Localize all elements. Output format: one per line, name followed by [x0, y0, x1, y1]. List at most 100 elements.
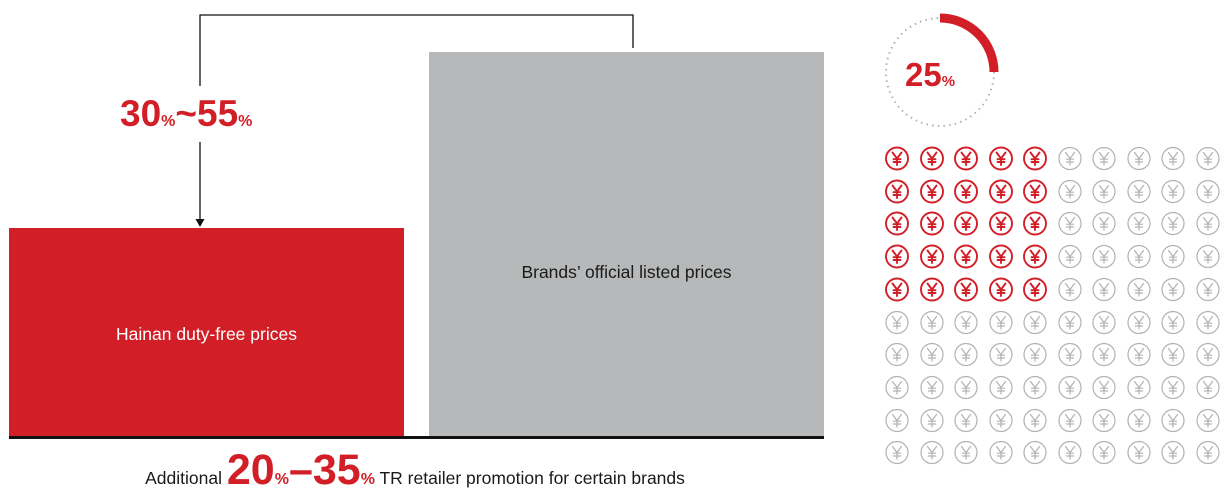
yen-coin-icon [915, 273, 949, 306]
yen-coin-icon [1018, 175, 1052, 208]
yen-coin-icon [1156, 175, 1190, 208]
duty-free-price-bar: Hainan duty-free prices [9, 228, 404, 438]
yen-coin-icon [1191, 404, 1225, 437]
yen-coin-icon [1053, 338, 1087, 371]
yen-coin-icon [949, 371, 983, 404]
yen-coin-icon [880, 404, 914, 437]
yen-coin-icon [984, 273, 1018, 306]
yen-coin-icon [1087, 404, 1121, 437]
yen-coin-icon [949, 273, 983, 306]
yen-coin-icon [1122, 306, 1156, 339]
yen-coin-icon [984, 371, 1018, 404]
discount-high: 55 [197, 93, 239, 134]
promotion-high: 35 [312, 446, 361, 494]
yen-coin-icon [1087, 273, 1121, 306]
yen-coin-icon [1156, 436, 1190, 469]
yen-coin-icon [1156, 306, 1190, 339]
yen-coin-icon [1191, 436, 1225, 469]
yen-coin-icon [1122, 338, 1156, 371]
yen-coin-icon [1191, 306, 1225, 339]
promotion-low-unit: % [274, 471, 289, 488]
yen-coin-icon [949, 306, 983, 339]
yen-coin-icon [1053, 404, 1087, 437]
discount-separator: ~ [175, 93, 197, 134]
yen-coin-icon [915, 240, 949, 273]
discount-low: 30 [120, 93, 162, 134]
yen-coin-icon [1018, 273, 1052, 306]
discount-low-unit: % [161, 113, 176, 130]
yen-coin-icon [1018, 207, 1052, 240]
baseline-axis [9, 436, 824, 439]
yen-coin-icon [915, 207, 949, 240]
promotion-suffix: TR retailer promotion for certain brands [379, 468, 685, 488]
donut-share-arc [939, 13, 999, 73]
yen-coin-icon [984, 404, 1018, 437]
yen-coin-icon [880, 338, 914, 371]
yen-coin-icon [984, 338, 1018, 371]
discount-high-unit: % [238, 113, 253, 130]
yen-coin-icon [1191, 240, 1225, 273]
yen-coin-icon [1018, 404, 1052, 437]
yen-coin-icon [880, 240, 914, 273]
yen-coin-icon [880, 142, 914, 175]
discount-range-label: 30%~55% [120, 92, 252, 144]
yen-coin-icon [949, 207, 983, 240]
yen-coin-icon [949, 240, 983, 273]
yen-coin-icon [1053, 306, 1087, 339]
yen-coin-icon [984, 175, 1018, 208]
yen-coin-icon [880, 436, 914, 469]
yen-coin-icon [915, 404, 949, 437]
yen-coin-icon [880, 371, 914, 404]
share-unit: % [941, 73, 956, 90]
duty-free-price-label: Hainan duty-free prices [116, 324, 297, 344]
yen-coin-icon [1053, 240, 1087, 273]
yen-coin-icon [1087, 338, 1121, 371]
yen-coin-icon [1191, 273, 1225, 306]
yen-coin-icon [1156, 142, 1190, 175]
yen-coin-icon [1122, 240, 1156, 273]
yen-coin-icon [1122, 273, 1156, 306]
yen-coin-icon [949, 175, 983, 208]
yen-coin-icon [880, 175, 914, 208]
yen-coin-icon [1191, 142, 1225, 175]
yen-icon-grid [880, 142, 1225, 472]
share-donut [885, 13, 999, 127]
yen-coin-icon [1018, 142, 1052, 175]
yen-coin-icon [1156, 404, 1190, 437]
share-value: 25% [905, 57, 975, 100]
yen-coin-icon [1122, 142, 1156, 175]
yen-coin-icon [1053, 436, 1087, 469]
yen-coin-icon [1018, 436, 1052, 469]
yen-coin-icon [1122, 207, 1156, 240]
yen-coin-icon [984, 142, 1018, 175]
yen-coin-icon [1156, 240, 1190, 273]
yen-coin-icon [915, 142, 949, 175]
yen-coin-icon [880, 273, 914, 306]
yen-coin-icon [1156, 371, 1190, 404]
yen-coin-icon [1191, 371, 1225, 404]
yen-coin-icon [1087, 306, 1121, 339]
yen-coin-icon [1018, 240, 1052, 273]
yen-coin-icon [915, 175, 949, 208]
yen-coin-icon [1053, 142, 1087, 175]
yen-coin-icon [984, 436, 1018, 469]
yen-coin-icon [1191, 207, 1225, 240]
promotion-prefix: Additional [145, 468, 222, 488]
yen-coin-icon [1087, 436, 1121, 469]
yen-coin-icon [1122, 371, 1156, 404]
yen-coin-icon [949, 142, 983, 175]
yen-coin-icon [1087, 207, 1121, 240]
official-price-bar: Brands’ official listed prices [429, 52, 824, 438]
promotion-low: 20 [226, 446, 275, 494]
promotion-separator: – [288, 446, 313, 494]
yen-coin-icon [1053, 175, 1087, 208]
yen-coin-icon [984, 240, 1018, 273]
yen-coin-icon [1018, 371, 1052, 404]
yen-coin-icon [984, 306, 1018, 339]
connector-arrow [195, 14, 634, 227]
yen-coin-icon [1191, 175, 1225, 208]
yen-coin-icon [949, 436, 983, 469]
promotion-caption: Additional 20%–35% TR retailer promotion… [0, 446, 830, 495]
yen-coin-icon [1018, 338, 1052, 371]
yen-coin-icon [1122, 175, 1156, 208]
